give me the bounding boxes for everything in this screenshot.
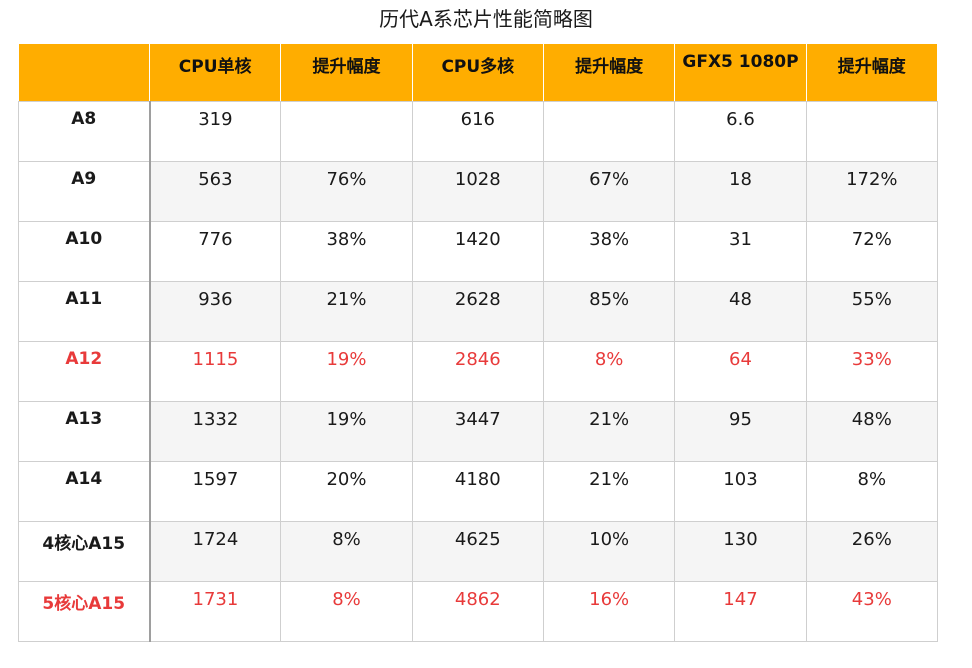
cell-gfx-gain: 72% <box>805 221 938 282</box>
table-row: 5核心A15 1731 8% 4862 16% 147 43% <box>18 581 938 642</box>
cell-cpu-single-gain: 8% <box>280 581 413 642</box>
row-chip-label: A9 <box>18 161 151 222</box>
cell-cpu-multi: 4180 <box>411 461 544 522</box>
chart-title: 历代A系芯片性能简略图 <box>379 7 593 31</box>
table-row: A13 1332 19% 3447 21% 95 48% <box>18 401 938 462</box>
cell-gfx-gain: 172% <box>805 161 938 222</box>
cell-cpu-single-gain <box>280 101 413 162</box>
row-chip-label: A12 <box>18 341 151 402</box>
cell-gfx: 130 <box>674 521 807 582</box>
table-row: A10 776 38% 1420 38% 31 72% <box>18 221 938 282</box>
cell-cpu-multi-gain: 21% <box>542 401 676 462</box>
performance-table: CPU单核 提升幅度 CPU多核 提升幅度 GFX5 1080P 提升幅度 A8… <box>18 43 938 642</box>
header-cell-gfx: GFX5 1080P <box>674 43 807 102</box>
header-row: CPU单核 提升幅度 CPU多核 提升幅度 GFX5 1080P 提升幅度 <box>18 43 938 102</box>
cell-cpu-single: 1724 <box>148 521 282 582</box>
header-cell-gfx-gain: 提升幅度 <box>805 43 938 102</box>
cell-gfx-gain: 26% <box>805 521 938 582</box>
cell-cpu-multi: 616 <box>411 101 544 162</box>
header-cell-cpu-single: CPU单核 <box>148 43 282 102</box>
cell-cpu-multi-gain: 38% <box>542 221 676 282</box>
table-row: 4核心A15 1724 8% 4625 10% 130 26% <box>18 521 938 582</box>
row-chip-label: A10 <box>18 221 151 282</box>
cell-gfx-gain: 43% <box>805 581 938 642</box>
cell-cpu-multi: 3447 <box>411 401 544 462</box>
cell-cpu-multi-gain: 85% <box>542 281 676 342</box>
cell-cpu-single: 563 <box>148 161 282 222</box>
cell-cpu-single: 776 <box>148 221 282 282</box>
cell-cpu-multi-gain: 21% <box>542 461 676 522</box>
cell-cpu-single: 1115 <box>148 341 282 402</box>
cell-gfx: 95 <box>674 401 807 462</box>
cell-cpu-single-gain: 21% <box>280 281 413 342</box>
cell-gfx-gain: 8% <box>805 461 938 522</box>
table-row: A8 319 616 6.6 <box>18 101 938 162</box>
cell-cpu-single-gain: 8% <box>280 521 413 582</box>
row-chip-label: A14 <box>18 461 151 522</box>
cell-cpu-single: 1332 <box>148 401 282 462</box>
cell-cpu-single: 1731 <box>148 581 282 642</box>
cell-cpu-single: 936 <box>148 281 282 342</box>
table-row: A12 1115 19% 2846 8% 64 33% <box>18 341 938 402</box>
cell-cpu-single: 1597 <box>148 461 282 522</box>
header-cell-chip <box>18 43 150 102</box>
cell-cpu-multi: 2628 <box>411 281 544 342</box>
cell-cpu-multi-gain <box>542 101 676 162</box>
cell-cpu-multi: 4862 <box>411 581 544 642</box>
cell-cpu-multi: 2846 <box>411 341 544 402</box>
cell-gfx: 103 <box>674 461 807 522</box>
cell-cpu-single-gain: 20% <box>280 461 413 522</box>
table-row: A9 563 76% 1028 67% 18 172% <box>18 161 938 222</box>
header-cell-cpu-multi: CPU多核 <box>411 43 544 102</box>
cell-gfx-gain: 55% <box>805 281 938 342</box>
row-chip-label: 4核心A15 <box>18 521 151 582</box>
header-cell-cpu-single-gain: 提升幅度 <box>280 43 413 102</box>
cell-gfx: 18 <box>674 161 807 222</box>
cell-gfx-gain: 33% <box>805 341 938 402</box>
cell-gfx-gain: 48% <box>805 401 938 462</box>
cell-cpu-multi-gain: 10% <box>542 521 676 582</box>
cell-gfx: 48 <box>674 281 807 342</box>
row-chip-label: 5核心A15 <box>18 581 151 642</box>
cell-cpu-single-gain: 76% <box>280 161 413 222</box>
cell-gfx: 6.6 <box>674 101 807 162</box>
cell-cpu-single: 319 <box>148 101 282 162</box>
row-chip-label: A8 <box>18 101 151 162</box>
table-row: A14 1597 20% 4180 21% 103 8% <box>18 461 938 522</box>
cell-gfx: 64 <box>674 341 807 402</box>
cell-cpu-multi-gain: 8% <box>542 341 676 402</box>
cell-gfx: 147 <box>674 581 807 642</box>
cell-cpu-single-gain: 38% <box>280 221 413 282</box>
header-cell-cpu-multi-gain: 提升幅度 <box>542 43 676 102</box>
cell-gfx: 31 <box>674 221 807 282</box>
row-chip-label: A11 <box>18 281 151 342</box>
cell-cpu-multi: 4625 <box>411 521 544 582</box>
row-chip-label: A13 <box>18 401 151 462</box>
table-body: A8 319 616 6.6 A9 563 76% 1028 67% 18 172% A10 776 38… <box>18 101 938 642</box>
table-row: A11 936 21% 2628 85% 48 55% <box>18 281 938 342</box>
cell-cpu-multi-gain: 16% <box>542 581 676 642</box>
cell-cpu-single-gain: 19% <box>280 401 413 462</box>
cell-gfx-gain <box>805 101 938 162</box>
cell-cpu-multi: 1028 <box>411 161 544 222</box>
cell-cpu-single-gain: 19% <box>280 341 413 402</box>
cell-cpu-multi-gain: 67% <box>542 161 676 222</box>
cell-cpu-multi: 1420 <box>411 221 544 282</box>
